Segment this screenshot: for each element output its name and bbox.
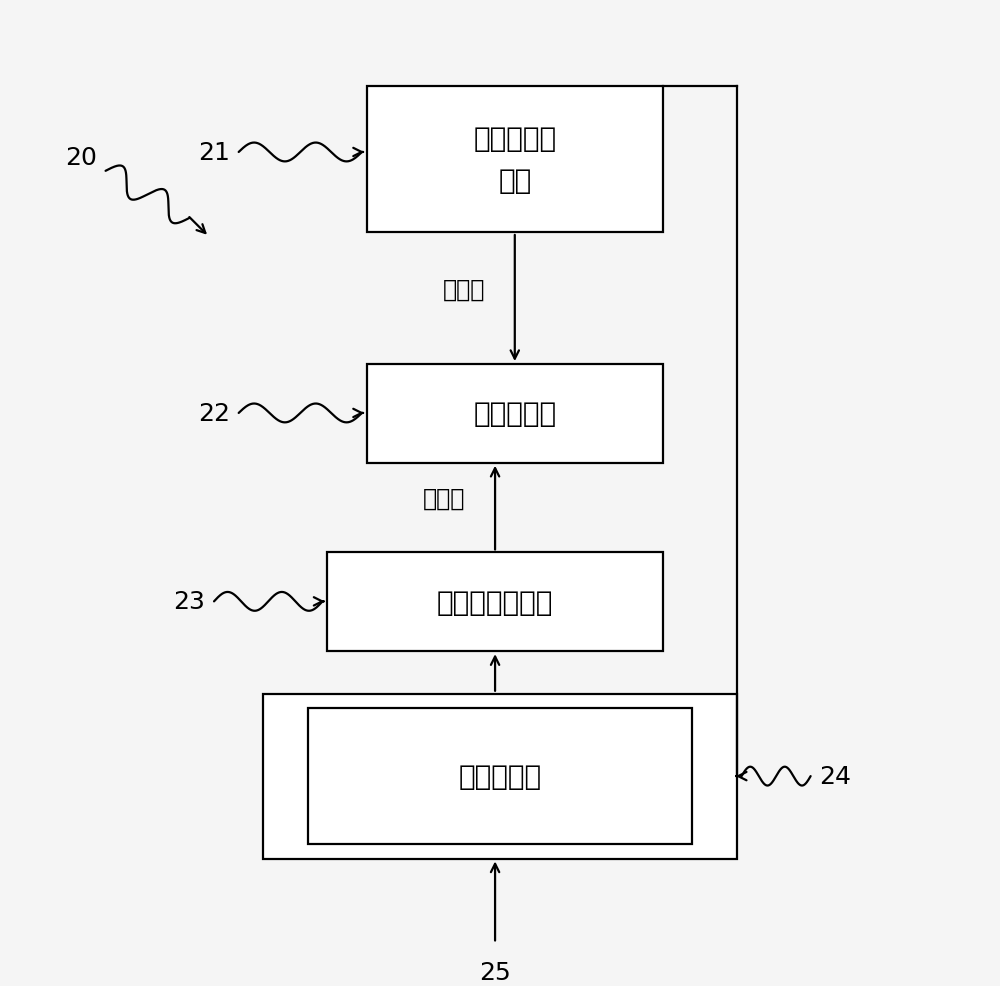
Text: 23: 23 [173,590,205,613]
Bar [263,694,737,859]
Bar [367,87,663,233]
Bar [367,365,663,463]
Bar [308,708,692,845]
Text: 22: 22 [198,401,230,426]
Text: 21: 21 [198,141,230,165]
Text: 互联网: 互联网 [443,277,485,302]
Bar [327,553,663,652]
Text: 二维码载体: 二维码载体 [458,762,542,791]
Text: 网络服务器: 网络服务器 [473,400,556,428]
Text: 互联网: 互联网 [423,487,465,511]
Text: 二维码识别设备: 二维码识别设备 [437,589,553,616]
Text: 25: 25 [479,959,511,984]
Text: 二维码生成
装置: 二维码生成 装置 [473,125,556,194]
Text: 20: 20 [65,146,97,170]
Text: 24: 24 [819,764,851,789]
